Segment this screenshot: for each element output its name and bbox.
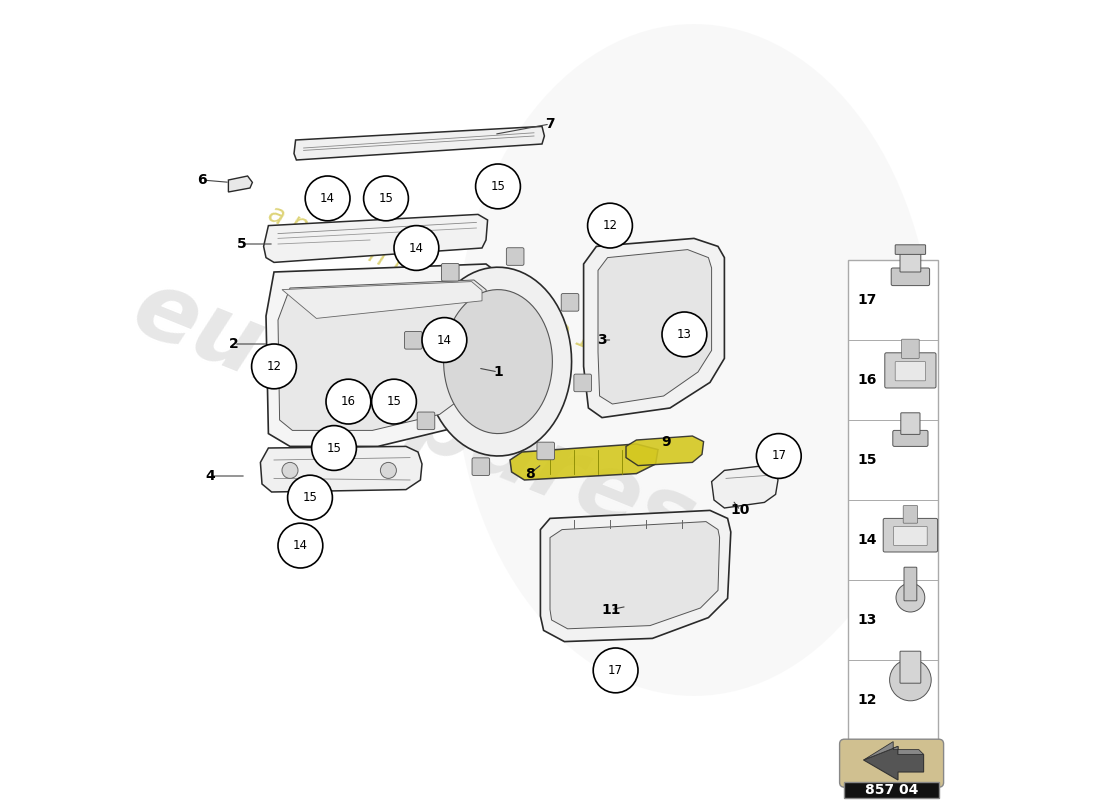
- Text: 17: 17: [771, 450, 786, 462]
- FancyBboxPatch shape: [472, 458, 490, 475]
- Polygon shape: [443, 290, 552, 434]
- Text: 15: 15: [491, 180, 505, 193]
- Text: 10: 10: [730, 503, 750, 518]
- Polygon shape: [540, 510, 730, 642]
- Text: 12: 12: [603, 219, 617, 232]
- FancyBboxPatch shape: [895, 245, 925, 254]
- FancyBboxPatch shape: [900, 651, 921, 683]
- Circle shape: [587, 203, 632, 248]
- Circle shape: [282, 462, 298, 478]
- Text: 14: 14: [437, 334, 452, 346]
- FancyBboxPatch shape: [537, 442, 554, 460]
- Circle shape: [593, 648, 638, 693]
- Text: 8: 8: [525, 466, 535, 481]
- FancyBboxPatch shape: [903, 506, 917, 523]
- Polygon shape: [229, 176, 252, 192]
- FancyBboxPatch shape: [506, 248, 524, 266]
- Text: 12: 12: [857, 693, 877, 707]
- FancyBboxPatch shape: [883, 518, 937, 552]
- Text: a passion for parts since 1985: a passion for parts since 1985: [264, 202, 644, 374]
- Polygon shape: [261, 446, 422, 492]
- Polygon shape: [584, 238, 725, 418]
- Text: 15: 15: [327, 442, 341, 454]
- Text: 4: 4: [205, 469, 214, 483]
- Circle shape: [890, 659, 932, 701]
- Polygon shape: [598, 250, 712, 404]
- Circle shape: [252, 344, 296, 389]
- FancyBboxPatch shape: [845, 782, 938, 798]
- Polygon shape: [294, 126, 544, 160]
- Text: 14: 14: [857, 533, 877, 547]
- FancyBboxPatch shape: [884, 353, 936, 388]
- FancyBboxPatch shape: [405, 331, 422, 349]
- Text: 15: 15: [857, 453, 877, 467]
- Text: 13: 13: [676, 328, 692, 341]
- Text: 2: 2: [229, 337, 239, 351]
- Circle shape: [381, 462, 396, 478]
- Text: 15: 15: [378, 192, 394, 205]
- Polygon shape: [282, 282, 482, 318]
- Text: 1: 1: [493, 365, 503, 379]
- Circle shape: [287, 475, 332, 520]
- Polygon shape: [864, 742, 924, 760]
- Text: 15: 15: [302, 491, 318, 504]
- FancyBboxPatch shape: [561, 294, 579, 311]
- FancyBboxPatch shape: [891, 268, 930, 286]
- Text: 6: 6: [197, 173, 207, 187]
- FancyBboxPatch shape: [893, 526, 927, 546]
- Polygon shape: [550, 522, 719, 629]
- Text: 3: 3: [597, 333, 607, 347]
- Text: 17: 17: [857, 293, 877, 307]
- Circle shape: [311, 426, 356, 470]
- FancyBboxPatch shape: [848, 260, 938, 740]
- Circle shape: [364, 176, 408, 221]
- Circle shape: [372, 379, 417, 424]
- Text: eurospares: eurospares: [120, 262, 708, 570]
- Circle shape: [662, 312, 707, 357]
- Polygon shape: [864, 746, 924, 780]
- Text: 14: 14: [409, 242, 424, 254]
- FancyBboxPatch shape: [574, 374, 592, 392]
- Text: 15: 15: [386, 395, 402, 408]
- Text: 857 04: 857 04: [865, 783, 918, 798]
- Polygon shape: [626, 436, 704, 466]
- FancyBboxPatch shape: [901, 413, 920, 434]
- Circle shape: [475, 164, 520, 209]
- FancyBboxPatch shape: [895, 362, 925, 381]
- FancyBboxPatch shape: [904, 567, 916, 601]
- Text: 14: 14: [320, 192, 336, 205]
- Circle shape: [422, 318, 466, 362]
- FancyBboxPatch shape: [417, 412, 434, 430]
- Polygon shape: [266, 264, 506, 446]
- Polygon shape: [278, 280, 487, 430]
- FancyBboxPatch shape: [839, 739, 944, 787]
- Circle shape: [305, 176, 350, 221]
- Text: 11: 11: [601, 602, 620, 617]
- FancyBboxPatch shape: [900, 250, 921, 272]
- Circle shape: [278, 523, 322, 568]
- FancyBboxPatch shape: [441, 263, 459, 281]
- Circle shape: [896, 583, 925, 612]
- Polygon shape: [510, 444, 658, 480]
- Polygon shape: [425, 267, 572, 456]
- Text: 5: 5: [238, 237, 246, 251]
- Circle shape: [757, 434, 801, 478]
- Polygon shape: [712, 466, 778, 508]
- Text: 16: 16: [857, 373, 877, 387]
- FancyBboxPatch shape: [902, 339, 920, 358]
- Text: 14: 14: [293, 539, 308, 552]
- Circle shape: [326, 379, 371, 424]
- Text: 13: 13: [857, 613, 877, 627]
- Text: 16: 16: [341, 395, 356, 408]
- Text: 17: 17: [608, 664, 623, 677]
- Text: 7: 7: [546, 117, 554, 131]
- Circle shape: [394, 226, 439, 270]
- Ellipse shape: [454, 24, 934, 696]
- Polygon shape: [264, 214, 487, 262]
- Text: 12: 12: [266, 360, 282, 373]
- FancyBboxPatch shape: [893, 430, 928, 446]
- Text: 9: 9: [661, 434, 671, 449]
